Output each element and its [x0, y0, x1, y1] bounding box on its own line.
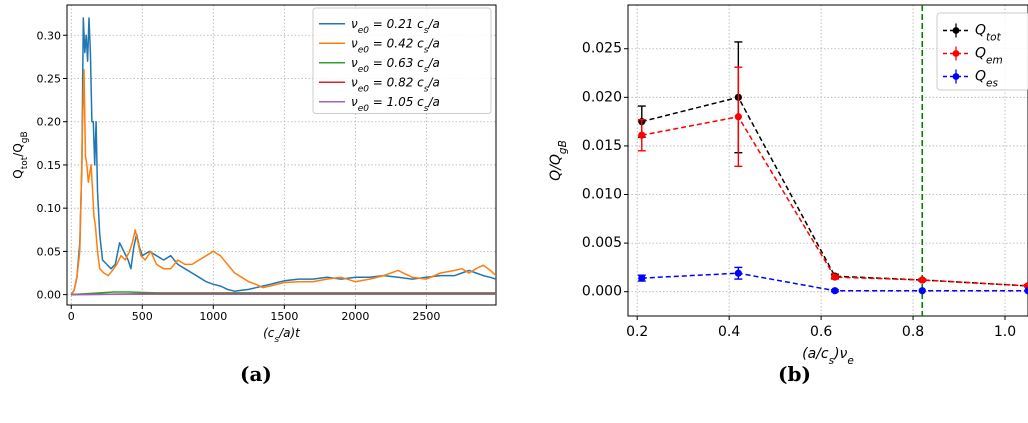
y-tick-label: 0.005 [582, 235, 622, 251]
legend-label: νe0 = 0.42 cs/a [351, 36, 440, 55]
data-point [734, 269, 742, 277]
x-tick-label: 1500 [270, 310, 298, 323]
y-tick-label: 0.20 [37, 116, 62, 129]
data-point [831, 287, 839, 295]
x-tick-label: 0.2 [626, 324, 648, 340]
x-tick-label: 500 [132, 310, 153, 323]
caption-a: (a) [240, 362, 272, 386]
x-tick-label: 0.8 [902, 324, 924, 340]
x-axis-label: (cs/a)t [263, 326, 301, 345]
x-tick-label: 0.6 [810, 324, 832, 340]
series-line [641, 96, 1028, 287]
plot-area [70, 17, 496, 296]
data-point [831, 273, 839, 281]
data-point [638, 274, 646, 282]
y-tick-label: 0.020 [582, 89, 622, 105]
legend-label: νe0 = 0.21 cs/a [351, 17, 440, 36]
panel-a-chart: 0 500 1000 1500 2000 2500 0.00 0.05 0.10 0.15 0.20… [11, 4, 497, 345]
axes-frame [66, 4, 497, 306]
y-tick-label: 0.015 [582, 138, 622, 154]
y-tick-label: 0.10 [37, 202, 62, 215]
series-line [71, 291, 496, 296]
legend-label: Qtot [975, 23, 1002, 44]
axes-frame [627, 4, 1028, 317]
data-point [734, 113, 742, 121]
y-tick-label: 0.025 [582, 41, 622, 57]
plot-area [637, 5, 1028, 316]
x-tick-label: 2500 [412, 310, 440, 323]
data-point [918, 287, 926, 295]
y-tick-label: 0.30 [37, 29, 62, 42]
y-tick-label: 0.00 [37, 289, 62, 302]
x-tick-label: 0 [68, 310, 75, 323]
x-axis-label: (a/cs)νe [802, 346, 854, 367]
legend-label: Qes [975, 69, 998, 90]
y-tick-label: 0.05 [37, 245, 62, 258]
series-line [70, 69, 496, 296]
x-tick-label: 0.4 [718, 324, 740, 340]
series-line [641, 116, 1028, 287]
y-tick-label: 0.010 [582, 187, 622, 203]
x-tick-label: 2000 [341, 310, 369, 323]
legend-label: Qem [975, 46, 1003, 67]
y-tick-label: 0.15 [37, 159, 62, 172]
data-point [638, 131, 646, 139]
legend-label: νe0 = 0.63 cs/a [351, 56, 440, 75]
legend-box [936, 12, 1028, 91]
panel-b-chart: 0.2 0.4 0.6 0.8 1.0 0.000 0.005 0.010 0.015 0.020… [548, 4, 1028, 367]
data-point [918, 276, 926, 284]
y-axis-label: Qtot/QgB [11, 131, 30, 178]
y-tick-label: 0.000 [582, 284, 622, 300]
legend-box [312, 7, 492, 114]
x-tick-label: 1000 [199, 310, 227, 323]
caption-b: (b) [778, 362, 811, 386]
data-point [1024, 287, 1028, 295]
y-tick-label: 0.25 [37, 72, 62, 85]
y-axis-label: Q/QgB [548, 140, 569, 181]
legend-label: νe0 = 1.05 cs/a [351, 95, 440, 114]
legend-label: νe0 = 0.82 cs/a [351, 75, 440, 94]
x-tick-label: 1.0 [994, 324, 1016, 340]
